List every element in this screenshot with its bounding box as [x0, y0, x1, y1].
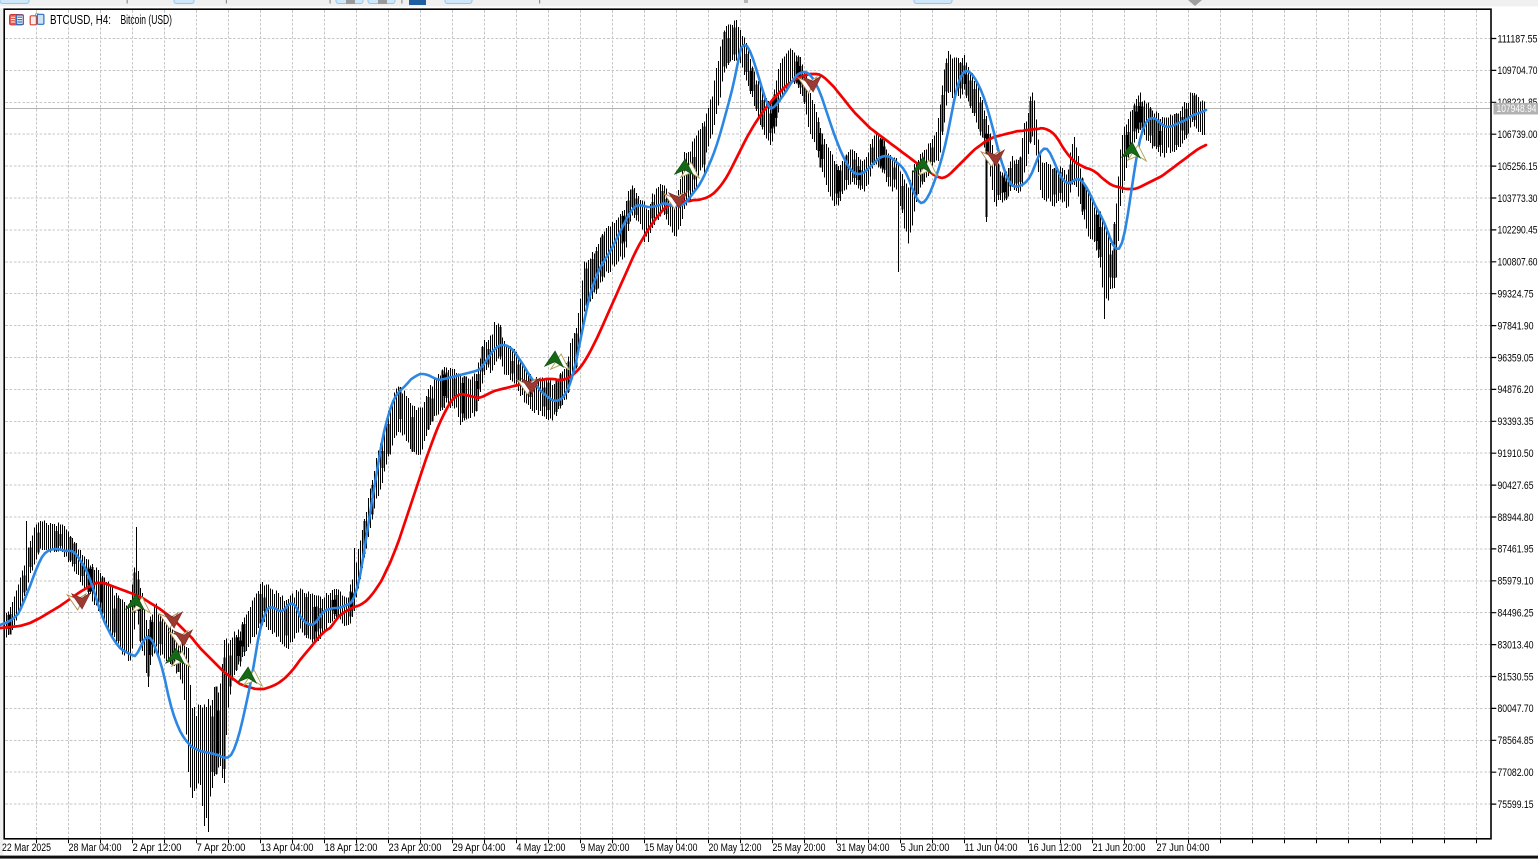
svg-text:15 May 04:00: 15 May 04:00 — [645, 842, 698, 854]
svg-text:103773.30: 103773.30 — [1498, 193, 1538, 205]
svg-text:97841.90: 97841.90 — [1498, 320, 1534, 332]
svg-text:25 May 20:00: 25 May 20:00 — [773, 842, 826, 854]
svg-text:99324.75: 99324.75 — [1498, 289, 1534, 301]
svg-text:111187.55: 111187.55 — [1498, 33, 1538, 45]
svg-text:27 Jun 04:00: 27 Jun 04:00 — [1157, 842, 1210, 854]
svg-text:83013.40: 83013.40 — [1498, 639, 1534, 651]
svg-text:5 Jun 20:00: 5 Jun 20:00 — [901, 842, 950, 854]
svg-text:11 Jun 04:00: 11 Jun 04:00 — [965, 842, 1018, 854]
svg-text:107948.94: 107948.94 — [1497, 103, 1537, 115]
svg-text:23 Apr 20:00: 23 Apr 20:00 — [389, 842, 442, 854]
svg-text:2 Apr 12:00: 2 Apr 12:00 — [133, 842, 182, 854]
svg-text:31 May 04:00: 31 May 04:00 — [837, 842, 890, 854]
svg-text:77082.00: 77082.00 — [1498, 767, 1534, 779]
svg-text:94876.20: 94876.20 — [1498, 384, 1534, 396]
svg-text:Bitcoin (USD): Bitcoin (USD) — [121, 13, 173, 27]
svg-text:105256.15: 105256.15 — [1498, 161, 1538, 173]
svg-text:13 Apr 04:00: 13 Apr 04:00 — [261, 842, 314, 854]
svg-text:9 May 20:00: 9 May 20:00 — [581, 842, 630, 854]
svg-text:80047.70: 80047.70 — [1498, 703, 1534, 715]
svg-text:93393.35: 93393.35 — [1498, 416, 1534, 428]
svg-text:84496.25: 84496.25 — [1498, 608, 1534, 620]
svg-text:16 Jun 12:00: 16 Jun 12:00 — [1029, 842, 1082, 854]
svg-text:87461.95: 87461.95 — [1498, 544, 1534, 556]
svg-text:100807.60: 100807.60 — [1498, 257, 1538, 269]
svg-text:18 Apr 12:00: 18 Apr 12:00 — [325, 842, 378, 854]
svg-text:96359.05: 96359.05 — [1498, 352, 1534, 364]
svg-text:85979.10: 85979.10 — [1498, 576, 1534, 588]
svg-text:28 Mar 04:00: 28 Mar 04:00 — [69, 842, 122, 854]
svg-text:22 Mar 2025: 22 Mar 2025 — [2, 842, 51, 854]
svg-text:102290.45: 102290.45 — [1498, 225, 1538, 237]
svg-text:20 May 12:00: 20 May 12:00 — [709, 842, 762, 854]
svg-text:81530.55: 81530.55 — [1498, 671, 1534, 683]
svg-text:21 Jun 20:00: 21 Jun 20:00 — [1093, 842, 1146, 854]
svg-text:BTCUSD, H4:: BTCUSD, H4: — [50, 13, 111, 27]
svg-text:91910.50: 91910.50 — [1498, 448, 1534, 460]
svg-text:29 Apr 04:00: 29 Apr 04:00 — [453, 842, 506, 854]
svg-text:75599.15: 75599.15 — [1498, 799, 1534, 811]
svg-text:106739.00: 106739.00 — [1498, 129, 1538, 141]
svg-text:7 Apr 20:00: 7 Apr 20:00 — [197, 842, 246, 854]
svg-text:109704.70: 109704.70 — [1498, 65, 1538, 77]
svg-text:88944.80: 88944.80 — [1498, 512, 1534, 524]
svg-text:4 May 12:00: 4 May 12:00 — [517, 842, 566, 854]
svg-text:78564.85: 78564.85 — [1498, 735, 1534, 747]
svg-text:90427.65: 90427.65 — [1498, 480, 1534, 492]
